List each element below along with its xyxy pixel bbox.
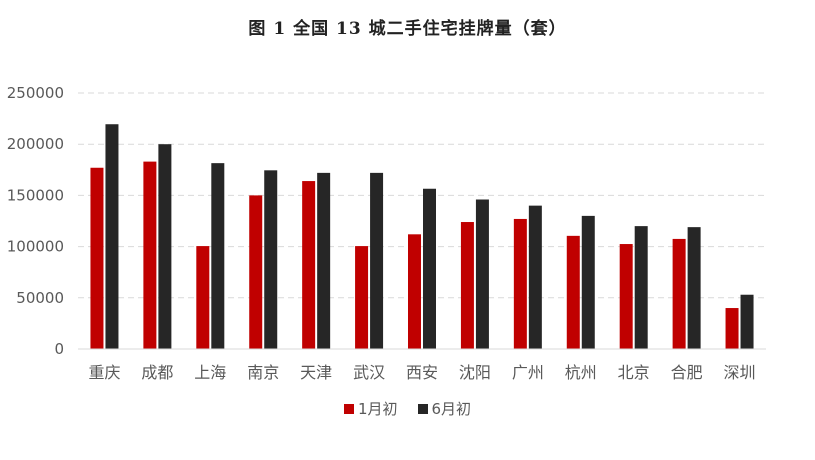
y-tick-label: 250000 (7, 84, 64, 102)
legend-label-jun: 6月初 (431, 400, 472, 418)
bar-jun-9 (581, 215, 595, 349)
legend-swatch-jan (343, 403, 354, 414)
bar-jun-4 (317, 172, 331, 349)
bar-jun-11 (687, 227, 701, 349)
bar-jun-8 (528, 205, 542, 349)
bar-jun-3 (264, 170, 278, 349)
bar-jan-9 (566, 235, 580, 349)
legend-label-jan: 1月初 (357, 400, 398, 418)
bar-jan-0 (90, 167, 104, 349)
x-category-label: 沈阳 (459, 363, 491, 382)
bar-jan-10 (619, 244, 633, 349)
chart-title: 图 1 全国 13 城二手住宅挂牌量（套） (248, 19, 567, 39)
x-category-label: 合肥 (671, 363, 703, 382)
bar-jan-8 (513, 218, 527, 349)
x-category-label: 成都 (141, 363, 173, 382)
y-tick-label: 0 (54, 340, 64, 358)
x-category-label: 深圳 (724, 363, 756, 382)
x-category-label: 南京 (247, 363, 279, 382)
bar-jan-7 (460, 222, 474, 349)
y-axis-ticks: 0 50000 100000 150000 200000 250000 (7, 84, 64, 358)
bar-jan-12 (725, 308, 739, 349)
x-category-label: 重庆 (88, 363, 120, 382)
bar-jun-0 (105, 124, 119, 350)
bar-jan-2 (196, 246, 210, 349)
bar-jun-12 (740, 294, 754, 349)
legend-item-jan: 1月初 (343, 398, 398, 419)
x-category-label: 西安 (406, 363, 438, 382)
bar-jun-1 (158, 144, 172, 349)
bar-jun-6 (423, 188, 436, 349)
bar-jan-11 (672, 238, 686, 349)
y-tick-label: 200000 (7, 135, 64, 153)
y-tick-label: 100000 (7, 238, 64, 256)
bar-jan-6 (408, 234, 421, 349)
x-category-label: 广州 (512, 363, 544, 382)
bar-jun-2 (211, 163, 225, 349)
legend: 1月初 6月初 (0, 398, 815, 419)
x-category-label: 天津 (300, 363, 332, 382)
x-category-label: 北京 (618, 363, 650, 382)
bar-jun-10 (634, 226, 648, 349)
y-tick-label: 50000 (16, 289, 64, 307)
bar-jun-5 (370, 172, 384, 349)
bar-jan-4 (302, 181, 316, 349)
legend-swatch-jun (417, 403, 428, 414)
x-category-label: 杭州 (565, 363, 597, 382)
bar-jan-5 (355, 246, 369, 349)
bar-jan-3 (249, 195, 263, 349)
bar-jun-7 (475, 199, 489, 349)
bars (90, 124, 754, 350)
y-tick-label: 150000 (7, 186, 64, 204)
x-axis-labels: 重庆 成都 上海 南京 天津 武汉 西安 沈阳 广州 杭州 北京 合肥 深圳 (88, 363, 755, 382)
x-category-label: 上海 (194, 363, 226, 382)
bar-jan-1 (143, 161, 157, 349)
gridlines (78, 92, 766, 299)
legend-item-jun: 6月初 (417, 398, 472, 419)
x-category-label: 武汉 (353, 363, 385, 382)
